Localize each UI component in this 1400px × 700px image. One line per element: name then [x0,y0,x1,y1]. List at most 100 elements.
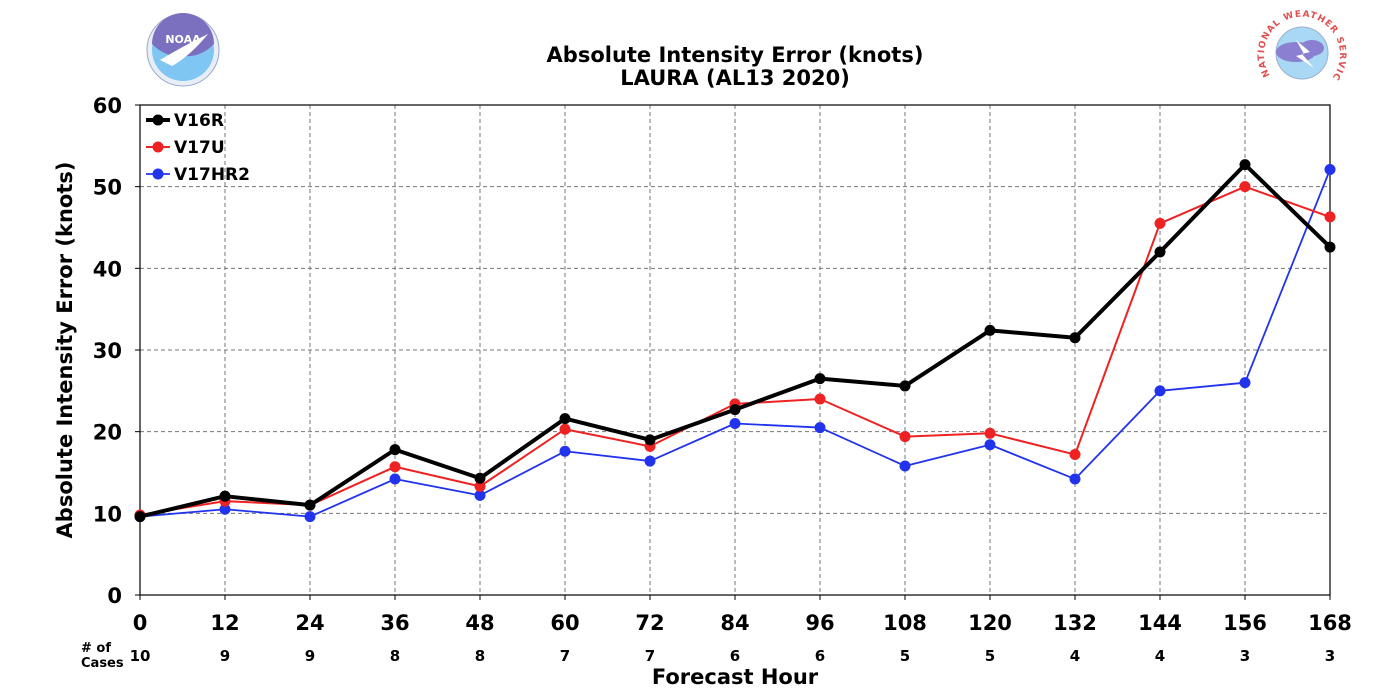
y-tick-label: 60 [93,94,122,118]
data-point [899,460,911,472]
legend: V16R V17U V17HR2 [146,111,250,185]
x-tick-label: 108 [883,611,927,635]
legend-swatch-marker [152,168,164,180]
cases-count: 4 [1070,647,1080,665]
data-point [899,380,911,392]
data-point [474,489,486,501]
data-point [1069,473,1081,485]
data-point [219,490,231,502]
x-tick-label: 48 [465,611,494,635]
data-point [814,393,826,405]
cases-count: 3 [1240,647,1250,665]
data-point [1324,164,1336,176]
x-tick-label: 0 [133,611,148,635]
cases-count: 7 [645,647,655,665]
cases-count: 4 [1155,647,1165,665]
cases-label-line-1: # of [81,641,111,656]
series-v16r [134,159,1336,523]
data-point [389,473,401,485]
data-point [389,444,401,456]
x-tick-label: 24 [295,611,324,635]
x-tick-label: 12 [210,611,239,635]
data-point [559,413,571,425]
data-point [1154,385,1166,397]
data-point [1069,332,1081,344]
data-point [474,472,486,484]
series-lines [134,159,1336,523]
legend-label: V16R [174,111,224,131]
cases-count: 9 [305,647,315,665]
y-tick-labels: 0 10 20 30 40 50 60 [93,94,140,608]
data-point [1324,241,1336,253]
data-point [134,511,146,523]
grid [140,105,1330,595]
x-tick-label: 36 [380,611,409,635]
cases-count: 8 [475,647,485,665]
legend-label: V17U [174,138,225,158]
y-tick-label: 40 [93,257,122,281]
y-tick-label: 20 [93,421,122,445]
cases-count: 8 [390,647,400,665]
data-point [899,431,911,443]
legend-swatch-marker [152,141,164,153]
legend-item: V17HR2 [146,165,250,185]
cases-label: # of Cases [81,641,124,671]
data-point [1154,217,1166,229]
y-tick-label: 50 [93,176,122,200]
chart-subtitle: LAURA (AL13 2020) [620,66,850,90]
cases-count: 6 [730,647,740,665]
x-tick-label: 120 [968,611,1012,635]
x-tick-label: 132 [1053,611,1097,635]
data-point [984,439,996,451]
cases-label-line-2: Cases [81,656,124,671]
x-tick-label: 72 [635,611,664,635]
legend-label: V17HR2 [174,165,250,185]
data-point [559,423,571,435]
x-tick-labels: 0 12 24 36 48 60 72 84 96 108 120 132 144 156 168 [133,595,1352,635]
data-point [984,427,996,439]
x-axis-label: Forecast Hour [652,665,819,689]
data-point [729,404,741,416]
series-v17hr2 [134,164,1336,523]
y-tick-label: 10 [93,502,122,526]
y-tick-label: 30 [93,339,122,363]
cases-count: 6 [815,647,825,665]
data-point [644,434,656,446]
y-tick-label: 0 [107,584,122,608]
data-point [644,455,656,467]
cases-count: 5 [900,647,910,665]
cases-count: 3 [1325,647,1335,665]
cases-count: 9 [220,647,230,665]
cases-count: 7 [560,647,570,665]
x-tick-label: 156 [1223,611,1267,635]
data-point [1324,211,1336,223]
data-point [1239,159,1251,171]
x-tick-label: 96 [805,611,834,635]
data-point [814,422,826,434]
x-tick-label: 60 [550,611,579,635]
data-point [304,499,316,511]
data-point [559,445,571,457]
noaa-logo-text: NOAA [165,33,201,46]
data-point [304,511,316,523]
cases-count: 10 [130,647,151,665]
data-point [1239,377,1251,389]
x-tick-label: 84 [720,611,749,635]
data-point [984,324,996,336]
data-point [1069,449,1081,461]
chart-title: Absolute Intensity Error (knots) [547,43,924,67]
data-point [729,418,741,429]
legend-item: V17U [146,138,225,158]
data-point [1239,181,1251,193]
legend-swatch-marker [152,114,164,126]
x-tick-label: 168 [1308,611,1352,635]
legend-item: V16R [146,111,224,131]
data-point [389,461,401,473]
data-point [814,373,826,385]
x-tick-label: 144 [1138,611,1182,635]
y-axis-label: Absolute Intensity Error (knots) [53,162,77,539]
data-point [1154,246,1166,258]
data-point [474,480,486,492]
noaa-logo-icon: NOAA [146,13,220,87]
cases-count: 5 [985,647,995,665]
